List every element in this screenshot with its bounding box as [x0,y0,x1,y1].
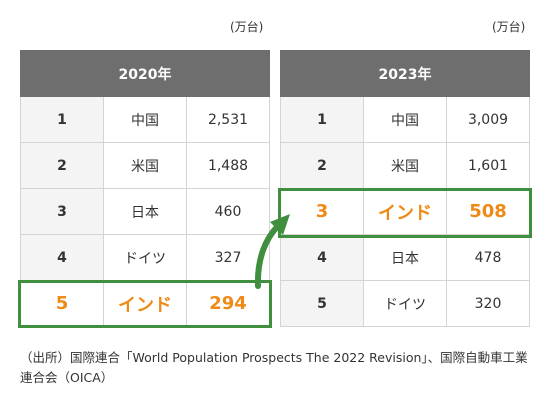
unit-label-2023: (万台) [492,20,526,34]
rank-cell: 3 [280,188,364,235]
table-2020-title: 2020年 [20,50,270,97]
table-row: 3 日本 460 [20,188,270,235]
rank-cell: 4 [280,234,364,281]
value-cell: 294 [186,280,270,327]
country-cell: インド [103,280,187,327]
value-cell: 3,009 [446,96,530,143]
value-cell: 327 [186,234,270,281]
rank-cell: 3 [20,188,104,235]
value-cell: 478 [446,234,530,281]
country-cell: ドイツ [363,280,447,327]
country-cell: ドイツ [103,234,187,281]
rank-cell: 5 [280,280,364,327]
table-row: 2 米国 1,601 [280,142,530,189]
table-2023-title: 2023年 [280,50,530,97]
table-2020: 2020年 1 中国 2,531 2 米国 1,488 3 日本 460 4 ド… [20,50,270,327]
unit-label-2020: (万台) [230,20,264,34]
value-cell: 508 [446,188,530,235]
table-row: 5 ドイツ 320 [280,280,530,327]
country-cell: 日本 [103,188,187,235]
value-cell: 1,601 [446,142,530,189]
value-cell: 460 [186,188,270,235]
country-cell: 日本 [363,234,447,281]
value-cell: 320 [446,280,530,327]
table-row: 2 米国 1,488 [20,142,270,189]
country-cell: 中国 [363,96,447,143]
country-cell: 米国 [363,142,447,189]
rank-cell: 2 [280,142,364,189]
table-row-highlighted: 5 インド 294 [20,280,270,327]
table-row: 1 中国 2,531 [20,96,270,143]
rank-cell: 1 [20,96,104,143]
source-note: （出所）国際連合「World Population Prospects The … [20,350,528,385]
country-cell: 米国 [103,142,187,189]
table-row: 4 ドイツ 327 [20,234,270,281]
country-cell: インド [363,188,447,235]
country-cell: 中国 [103,96,187,143]
table-row: 4 日本 478 [280,234,530,281]
rank-cell: 5 [20,280,104,327]
value-cell: 1,488 [186,142,270,189]
rank-cell: 4 [20,234,104,281]
table-row-highlighted: 3 インド 508 [280,188,530,235]
value-cell: 2,531 [186,96,270,143]
rank-cell: 2 [20,142,104,189]
table-row: 1 中国 3,009 [280,96,530,143]
table-2023: 2023年 1 中国 3,009 2 米国 1,601 3 インド 508 4 … [280,50,530,327]
rank-cell: 1 [280,96,364,143]
